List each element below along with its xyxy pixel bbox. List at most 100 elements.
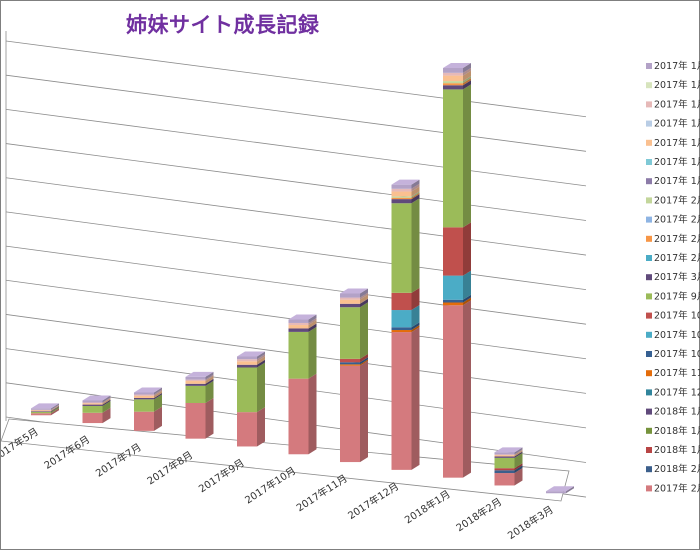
bar-segment-front: [185, 383, 206, 386]
legend-label: 2017年 9月: [654, 290, 700, 302]
bar-segment-side: [154, 389, 162, 396]
legend-label: 2017年 2月: [654, 194, 700, 206]
bar-segment-side: [308, 373, 317, 455]
bar-segment-front: [185, 379, 206, 382]
bar-segment-front: [443, 85, 463, 90]
legend-label: 2017年 2月: [654, 214, 700, 226]
bar-top: [82, 395, 111, 401]
bar-segment-side: [411, 194, 420, 204]
bar-segment-side: [205, 371, 214, 380]
bar-segment-side: [154, 392, 162, 400]
legend-label: 2017年 2月: [654, 252, 700, 264]
bar-segment-front: [31, 408, 51, 410]
legend-swatch: [646, 235, 652, 242]
bar-segment-front: [546, 491, 566, 494]
bar-segment-side: [308, 326, 317, 379]
bar-top: [494, 447, 523, 453]
bar-top: [340, 288, 368, 294]
bar-segment-side: [257, 351, 265, 360]
bar-segment-side: [308, 320, 317, 329]
bar-segment-side: [411, 327, 420, 470]
bar-segment-front: [340, 358, 360, 363]
bar-segment-front: [391, 310, 412, 328]
bar-segment-side: [463, 70, 471, 82]
legend-swatch: [646, 197, 652, 204]
bar-segment-front: [82, 403, 103, 405]
bar-segment-front: [340, 303, 360, 308]
legend-swatch: [646, 274, 652, 281]
bar-segment-side: [205, 374, 214, 382]
x-tick-label: 2017年10月: [242, 464, 298, 507]
bar-top: [185, 371, 214, 377]
legend-label: 2017年 10月: [654, 310, 700, 322]
bar-segment-side: [463, 270, 471, 300]
legend-label: 2017年 2月: [654, 482, 700, 494]
bar-segment-side: [51, 406, 59, 414]
legend-swatch: [646, 408, 652, 415]
x-tick-label: 2017年11月: [294, 472, 350, 515]
bar-segment-side: [205, 397, 214, 439]
bar-segment-side: [257, 407, 265, 447]
bar-segment-side: [308, 317, 317, 326]
bar-segment-side: [51, 404, 59, 411]
bar-segment-side: [411, 191, 420, 198]
gridline: [5, 74, 587, 152]
bar-segment-side: [154, 390, 162, 398]
bar-segment-side: [463, 300, 471, 478]
bar-segment-front: [237, 356, 257, 360]
bar-segment-front: [82, 400, 103, 403]
bar-segment-side: [514, 450, 523, 457]
bar-segment-side: [463, 294, 471, 303]
bar-segment-side: [257, 362, 265, 413]
bar-segment-side: [463, 297, 471, 306]
gridline: [5, 177, 587, 256]
legend-label: 2018年 1月: [654, 444, 700, 456]
x-tick-label: 2017年12月: [345, 479, 401, 522]
legend-swatch: [646, 370, 652, 377]
bar-segment-front: [31, 409, 51, 411]
bar-segment-side: [566, 486, 574, 494]
bar-segment-front: [391, 188, 412, 192]
bar-segment-front: [494, 470, 515, 474]
bar-segment-side: [205, 376, 214, 384]
bar-segment-front: [288, 378, 309, 455]
bar-segment-front: [443, 305, 463, 478]
legend-swatch: [646, 466, 652, 473]
legend-swatch: [646, 82, 652, 89]
bar-segment-front: [443, 227, 463, 276]
legend-label: 2018年 2月: [654, 463, 700, 475]
bar-segment-side: [102, 398, 111, 405]
legend-label: 2017年 11月: [654, 367, 700, 379]
bar-segment-front: [31, 411, 51, 412]
bar-segment-front: [288, 322, 309, 326]
bar-segment-front: [237, 412, 257, 447]
bar-segment-front: [340, 365, 360, 463]
legend-swatch: [646, 331, 652, 338]
bar-segment-side: [411, 322, 420, 331]
bar-segment-side: [411, 287, 420, 311]
bar-segment-front: [31, 413, 51, 416]
bar-segment-front: [82, 404, 103, 406]
x-tick-label: 2018年2月: [454, 495, 505, 534]
bar-segment-front: [237, 364, 257, 368]
bar-segment-front: [82, 412, 103, 424]
bar-top: [391, 179, 420, 185]
bar-segment-front: [340, 299, 360, 304]
bar-segment-side: [411, 179, 420, 189]
legend-label: 2017年 1月: [654, 118, 700, 130]
bar-segment-side: [360, 298, 368, 308]
bar-segment-front: [340, 364, 360, 366]
gridline: [5, 245, 587, 325]
bar-segment-front: [443, 68, 463, 73]
bar-segment-side: [411, 305, 420, 328]
bar-segment-front: [391, 330, 412, 333]
bar-top: [31, 403, 59, 409]
bar-segment-side: [360, 294, 368, 304]
bar-segment-side: [308, 314, 317, 323]
bar-segment-side: [257, 354, 265, 362]
bar-segment-front: [134, 411, 154, 431]
bar-segment-side: [463, 84, 471, 228]
legend-label: 2017年 3月: [654, 271, 700, 283]
legend-label: 2017年 1月: [654, 98, 700, 110]
